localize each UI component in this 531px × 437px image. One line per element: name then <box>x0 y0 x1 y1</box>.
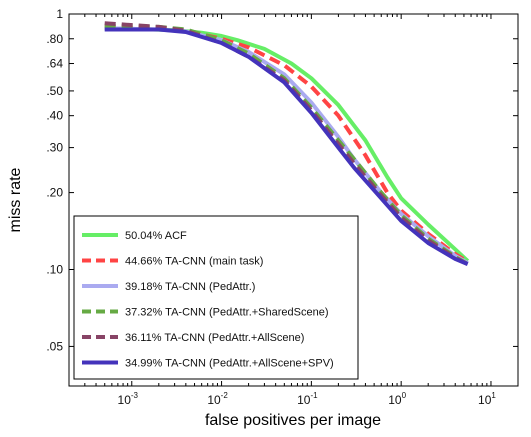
y-axis: 1 .80 .64 .50 .40 .30 .20 .10 .05 <box>46 7 518 353</box>
x-tick-label: 10-1 <box>297 391 318 407</box>
legend-label: 39.18% TA-CNN (PedAttr.) <box>125 281 255 293</box>
y-tick-label: .50 <box>46 84 63 98</box>
y-tick-label: .30 <box>46 141 63 155</box>
legend-label: 44.66% TA-CNN (main task) <box>125 256 263 268</box>
y-tick-label: 1 <box>56 7 63 21</box>
x-axis: 10-3 10-2 10-1 100 101 <box>84 14 496 407</box>
y-axis-label: miss rate <box>7 167 24 232</box>
y-tick-label: .64 <box>46 57 63 71</box>
x-axis-label: false positives per image <box>205 412 381 429</box>
legend-label: 34.99% TA-CNN (PedAttr.+AllScene+SPV) <box>125 358 334 370</box>
legend-label: 50.04% ACF <box>125 230 187 242</box>
y-tick-label: .20 <box>46 186 63 200</box>
x-tick-label: 100 <box>388 391 406 407</box>
x-tick-label: 10-2 <box>207 391 228 407</box>
series-layer <box>104 21 470 266</box>
legend-label: 36.11% TA-CNN (PedAttr.+AllScene) <box>125 332 304 344</box>
x-tick-label: 10-3 <box>118 391 139 407</box>
y-tick-label: .05 <box>46 339 63 353</box>
series-line-5 <box>104 27 469 266</box>
x-tick-label: 101 <box>478 391 496 407</box>
y-tick-label: .40 <box>46 109 63 123</box>
legend-box <box>73 215 359 380</box>
y-tick-label: .80 <box>46 32 63 46</box>
legend-label: 37.32% TA-CNN (PedAttr.+SharedScene) <box>125 307 329 319</box>
y-tick-label: .10 <box>46 263 63 277</box>
legend: 50.04% ACF 44.66% TA-CNN (main task) 39.18… <box>73 215 359 380</box>
